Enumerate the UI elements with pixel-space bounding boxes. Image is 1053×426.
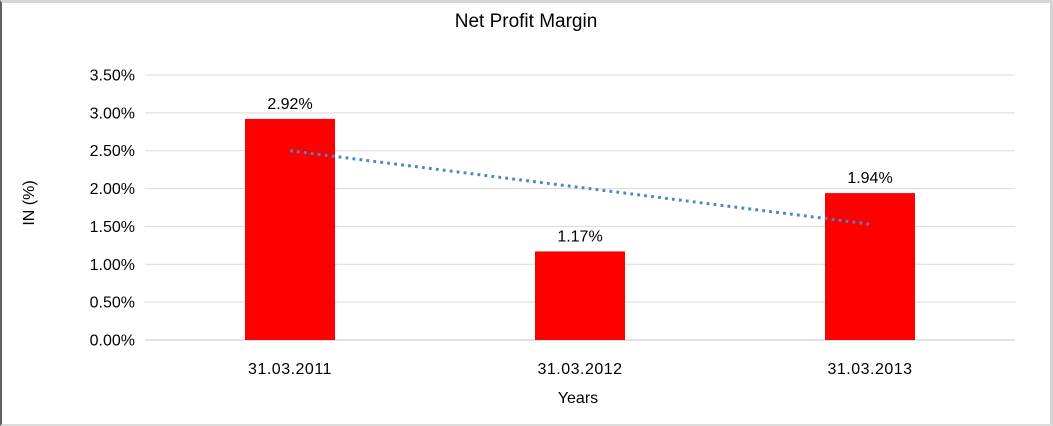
y-tick-label: 0.00% bbox=[90, 333, 135, 350]
y-tick-label: 3.00% bbox=[90, 105, 135, 122]
bar bbox=[825, 193, 915, 340]
y-tick-label: 2.50% bbox=[90, 143, 135, 160]
y-tick-label: 0.50% bbox=[90, 295, 135, 312]
bar bbox=[535, 251, 625, 340]
x-axis-title: Years bbox=[557, 390, 599, 407]
data-label: 2.92% bbox=[267, 96, 312, 113]
y-tick-label: 1.00% bbox=[90, 257, 135, 274]
y-tick-label: 2.00% bbox=[90, 181, 135, 198]
chart-title: Net Profit Margin bbox=[454, 11, 598, 32]
y-tick-label: 1.50% bbox=[90, 219, 135, 236]
data-label: 1.17% bbox=[557, 228, 602, 245]
trendline bbox=[289, 149, 871, 226]
data-label: 1.94% bbox=[847, 170, 892, 187]
x-category-label: 31.03.2012 bbox=[537, 361, 622, 378]
x-category-label: 31.03.2013 bbox=[827, 361, 912, 378]
plot-area: 0.00% 0.50% 1.00% 1.50% 2.00% 2.50% 3.00% 3.50%… bbox=[90, 68, 1015, 378]
x-category-label: 31.03.2011 bbox=[248, 361, 332, 378]
y-tick-label: 3.50% bbox=[90, 68, 135, 85]
